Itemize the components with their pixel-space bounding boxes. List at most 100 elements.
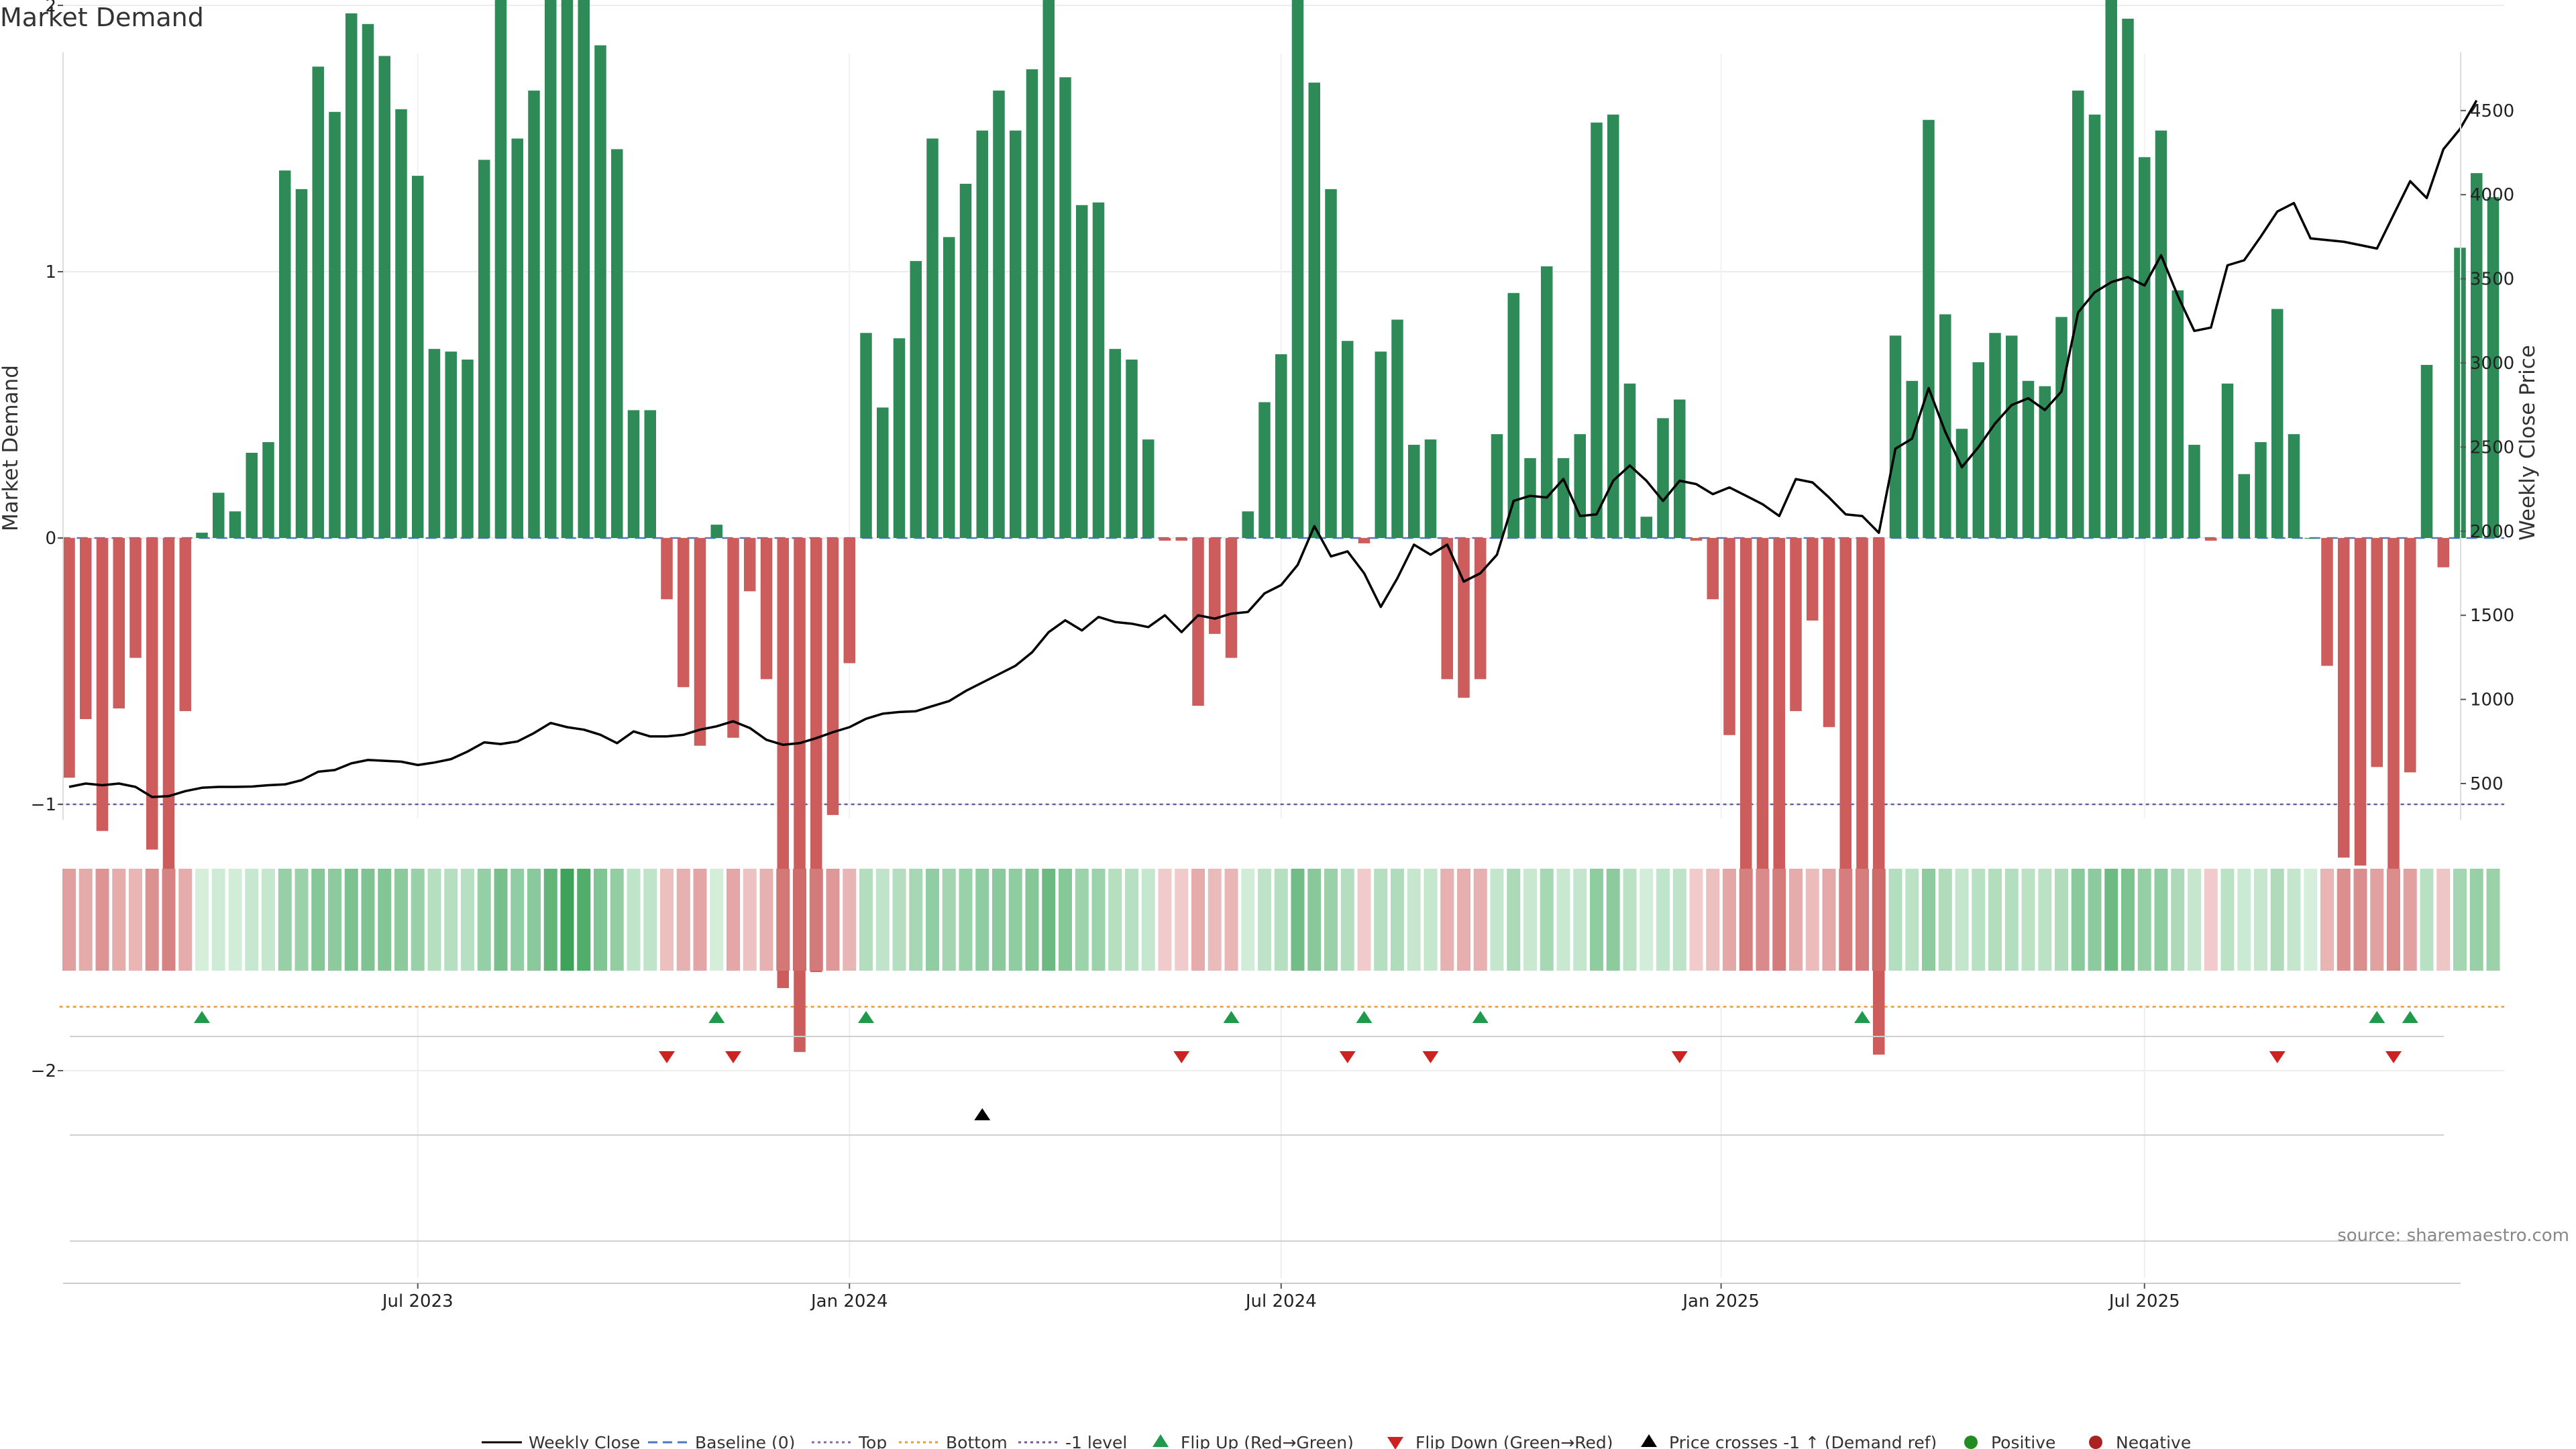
heat-cell [1822, 869, 1836, 971]
y2-tick-label: 3000 [2470, 354, 2514, 374]
heat-cell [1473, 869, 1487, 971]
demand-bar [893, 338, 906, 538]
demand-bar [1773, 538, 1785, 967]
demand-bar [1059, 77, 1071, 538]
heat-cell [1158, 869, 1172, 971]
demand-bar [561, 0, 574, 538]
heat-cell [1008, 869, 1022, 971]
heat-cell [444, 869, 458, 971]
heat-cell [1440, 869, 1454, 971]
heat-cell [2104, 869, 2118, 971]
heat-cell [344, 869, 358, 971]
heat-cell [2469, 869, 2483, 971]
demand-bar [96, 538, 109, 831]
heat-cell [2337, 869, 2351, 971]
heat-cell [2270, 869, 2284, 971]
heat-cell [1291, 869, 1305, 971]
legend-item: Baseline (0) [648, 1433, 795, 1449]
price-cross-marker [974, 1108, 991, 1120]
demand-bar [627, 410, 640, 538]
demand-bar [2471, 173, 2483, 538]
demand-bar [2387, 538, 2400, 877]
heat-cell [1573, 869, 1587, 971]
heat-cell [1972, 869, 1986, 971]
legend-item: Weekly Close [482, 1433, 640, 1449]
flip-down-marker [1339, 1051, 1356, 1063]
heat-cell [543, 869, 557, 971]
demand-bar [959, 183, 972, 538]
demand-bar [2155, 130, 2167, 539]
demand-bar [362, 23, 374, 539]
legend-label: Weekly Close [529, 1433, 640, 1449]
heat-cell [1108, 869, 1122, 971]
demand-bar [279, 170, 291, 538]
flip-up-marker [1854, 1011, 1870, 1023]
heat-cell [2055, 869, 2068, 971]
legend-item: -1 level [1018, 1433, 1127, 1449]
signal-markers [70, 1011, 2444, 1242]
demand-bar [2221, 383, 2234, 538]
heat-cell [1640, 869, 1654, 971]
demand-bar [1674, 399, 1686, 538]
demand-bar [1690, 538, 1703, 541]
demand-bar [1175, 538, 1187, 541]
source-note: source: sharemaestro.com [2337, 1226, 2569, 1246]
heat-cell [2387, 869, 2400, 971]
heat-cell [1258, 869, 1271, 971]
legend-item: Bottom [899, 1433, 1008, 1449]
axes: −2−1012350010001500200025003000350040004… [0, 0, 2540, 1081]
heat-cell [843, 869, 857, 971]
heat-cell [477, 869, 491, 971]
demand-bar [312, 66, 324, 538]
flip-up-marker [708, 1011, 725, 1023]
heat-cell [727, 869, 740, 971]
heat-cell [693, 869, 707, 971]
demand-bar [1325, 189, 1337, 538]
heat-cell [2121, 869, 2135, 971]
demand-bar [2006, 335, 2018, 538]
heat-cell [2436, 869, 2451, 971]
flip-up-marker [858, 1011, 874, 1023]
demand-bar [1242, 511, 1254, 538]
heat-cell [1606, 869, 1620, 971]
heat-cell [1922, 869, 1935, 971]
demand-bar [678, 538, 690, 688]
heat-cell [378, 869, 392, 971]
heat-cell [2154, 869, 2168, 971]
y2-tick-label: 2500 [2470, 437, 2514, 458]
heat-cell [2403, 869, 2417, 971]
heat-cell [361, 869, 375, 971]
y-tick-label: −1 [31, 795, 56, 815]
demand-bar [196, 533, 208, 538]
heat-cell [2021, 869, 2035, 971]
heat-cell [875, 869, 890, 971]
heat-cell [1789, 869, 1803, 971]
heat-cell [1540, 869, 1554, 971]
demand-bar [860, 333, 872, 538]
heat-cell [676, 869, 690, 971]
heat-cell [1507, 869, 1521, 971]
demand-bar [2338, 538, 2350, 858]
heat-cell [1523, 869, 1537, 971]
demand-bar [179, 538, 191, 712]
flip-down-marker [1671, 1051, 1688, 1063]
demand-bar [412, 176, 424, 539]
legend-label: Flip Down (Green→Red) [1415, 1433, 1613, 1449]
demand-bar [1607, 114, 1619, 538]
demand-bar [1723, 538, 1735, 735]
heat-cell [1224, 869, 1238, 971]
heat-cell [411, 869, 425, 971]
demand-bar [1109, 349, 1121, 538]
demand-bar [1076, 205, 1088, 538]
demand-bar [1707, 538, 1719, 600]
demand-bar [2354, 538, 2367, 866]
y2-tick-label: 4000 [2470, 185, 2514, 205]
heat-cell [1772, 869, 1786, 971]
demand-bar [1740, 538, 1752, 946]
heat-cell [1274, 869, 1288, 971]
demand-bar [2371, 538, 2383, 767]
heat-cell [1407, 869, 1421, 971]
flip-down-marker [2385, 1051, 2402, 1063]
heat-cell [2204, 869, 2218, 971]
heat-cell [2353, 869, 2367, 971]
